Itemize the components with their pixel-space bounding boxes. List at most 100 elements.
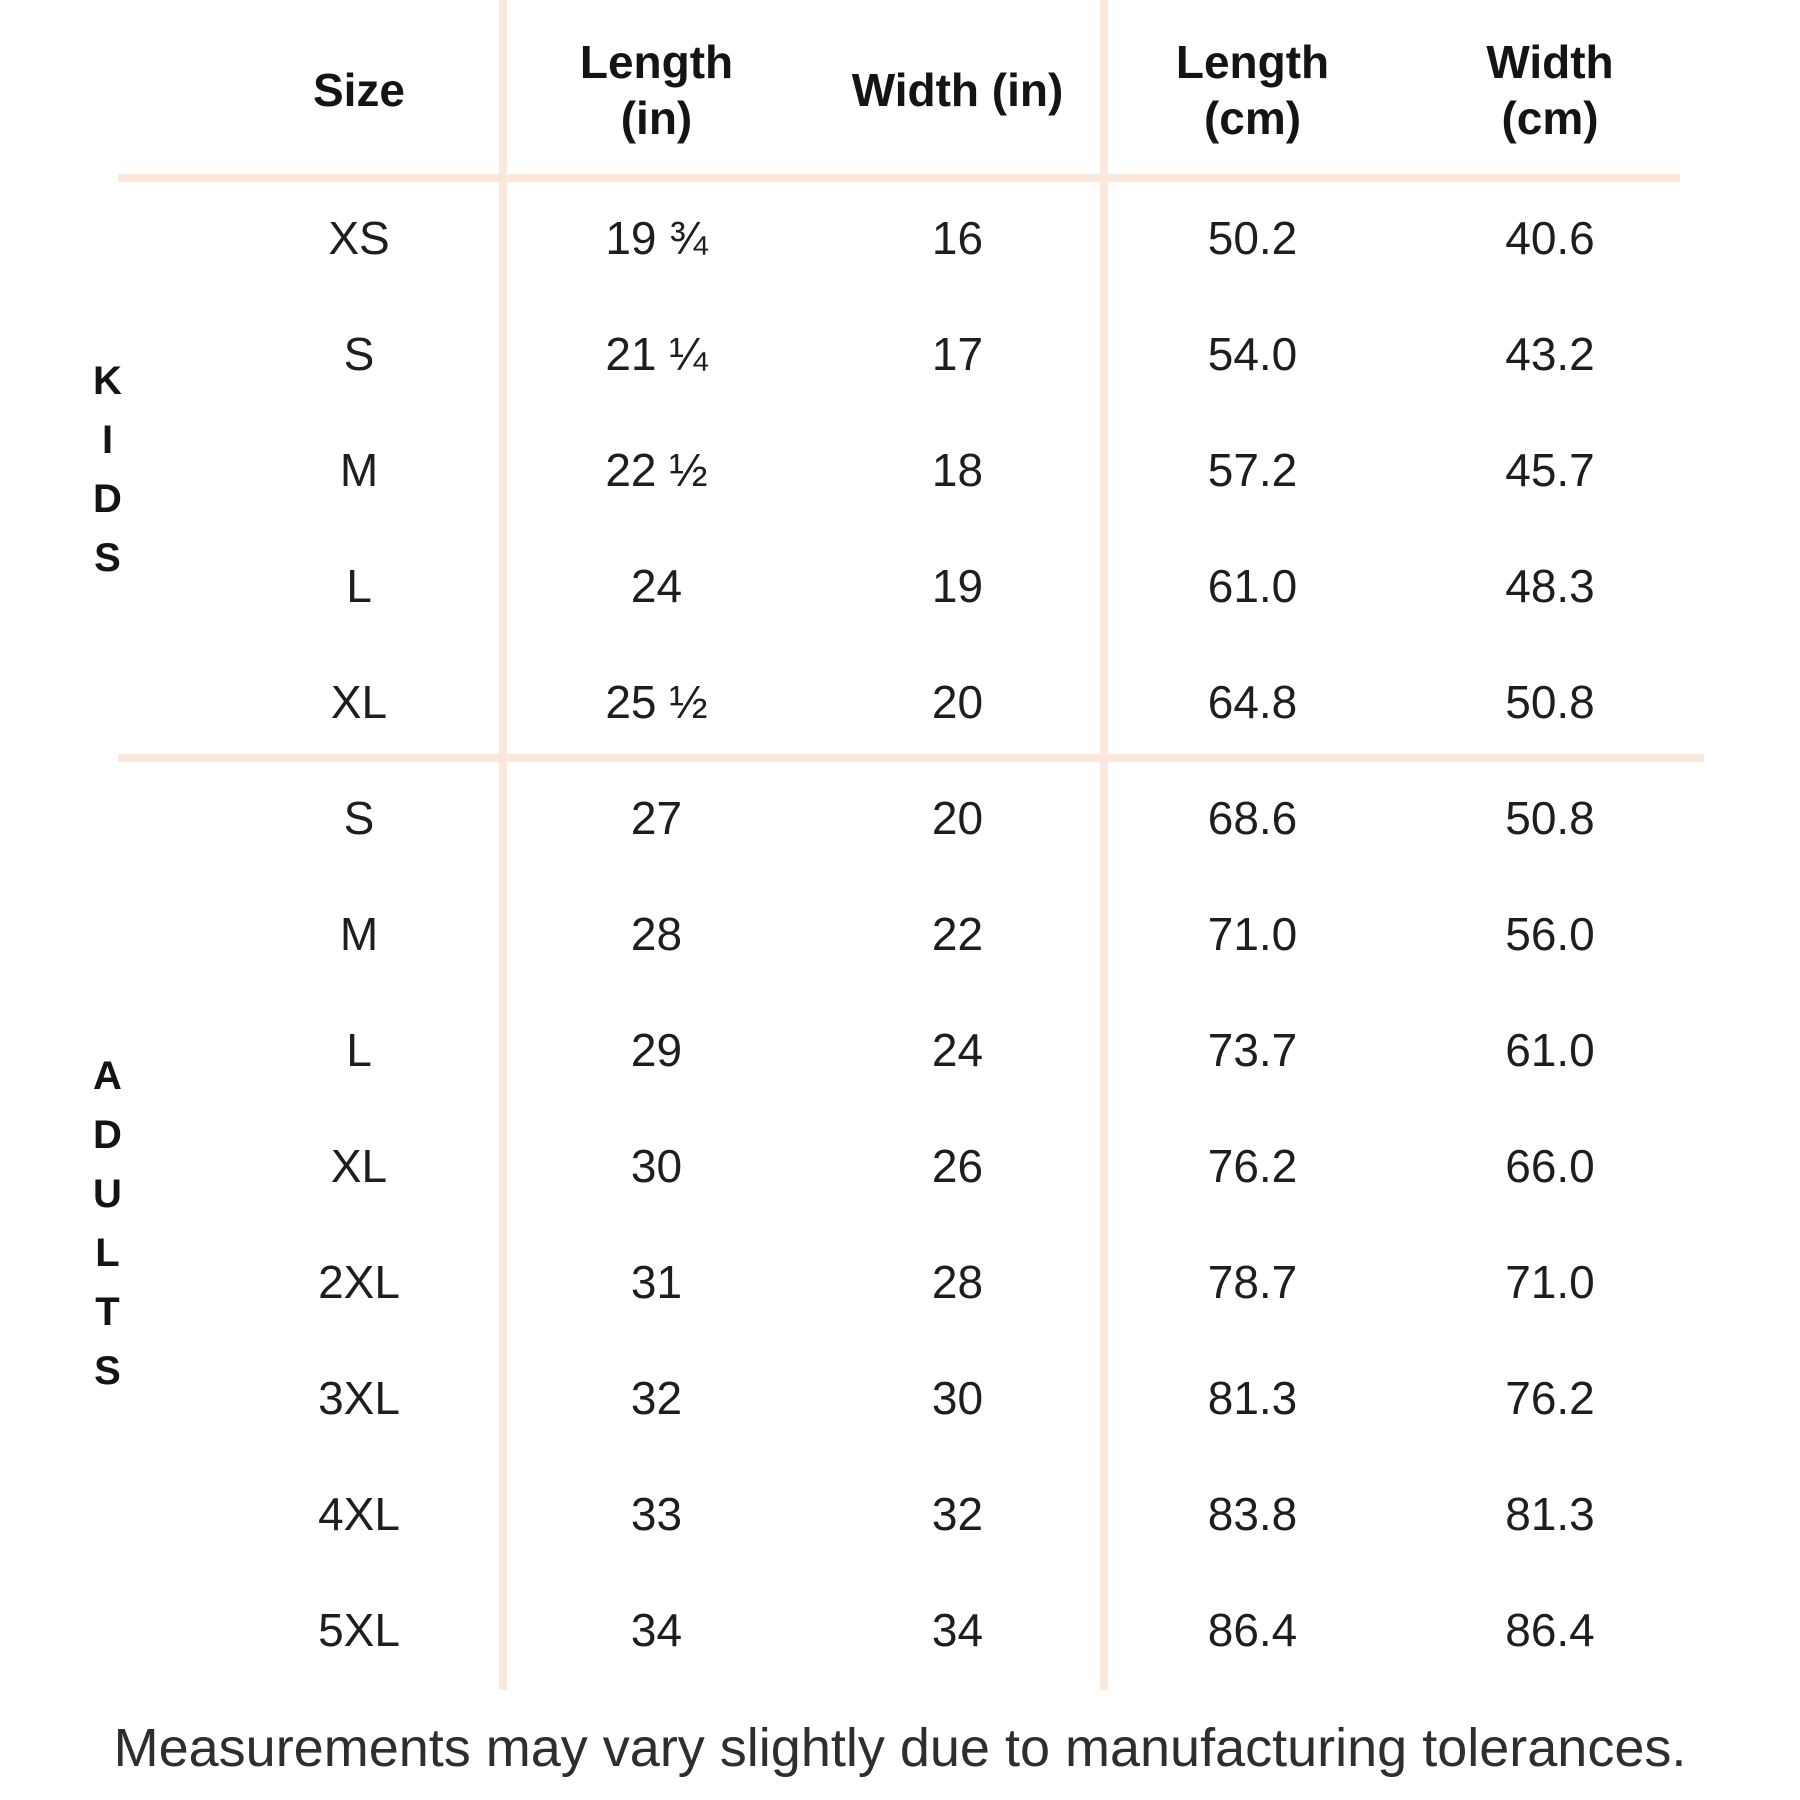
cell-length-cm: 64.8 (1207, 676, 1298, 728)
table-row: 2XL 31 28 78.7 71.0 (215, 1224, 1700, 1340)
cell-width-cm: 66.0 (1505, 1140, 1595, 1192)
group-label-letter: D (93, 1113, 122, 1157)
table-header-row: Size Length (in) Width (in) Length (cm) … (215, 0, 1700, 180)
cell-length-in: 22 ½ (605, 444, 708, 496)
cell-size: L (346, 560, 372, 612)
cell-length-cm: 76.2 (1207, 1140, 1298, 1192)
cell-length-cm: 54.0 (1207, 328, 1298, 380)
header-line: (cm) (1501, 92, 1599, 144)
header-divider-line (118, 174, 1680, 182)
cell-length-cm: 78.7 (1207, 1256, 1298, 1308)
cell-size: S (343, 328, 375, 380)
table-row: L 29 24 73.7 61.0 (215, 992, 1700, 1108)
column-header-length-cm: Length (cm) (1105, 0, 1400, 180)
cell-length-cm: 83.8 (1207, 1488, 1298, 1540)
cell-width-in: 19 (931, 560, 984, 612)
group-label-letter: K (93, 359, 122, 403)
cell-width-cm: 86.4 (1505, 1604, 1595, 1656)
header-line: Length (1175, 36, 1330, 88)
cell-length-cm: 57.2 (1207, 444, 1298, 496)
cell-length-cm: 81.3 (1207, 1372, 1298, 1424)
cell-size: 5XL (318, 1604, 400, 1656)
cell-length-cm: 71.0 (1207, 908, 1298, 960)
cell-length-in: 32 (630, 1372, 683, 1424)
cell-size: L (346, 1024, 372, 1076)
table-row: 5XL 34 34 86.4 86.4 (215, 1572, 1700, 1688)
cell-length-in: 28 (630, 908, 683, 960)
table-row: XL 30 26 76.2 66.0 (215, 1108, 1700, 1224)
cell-width-in: 20 (931, 792, 984, 844)
table-row: 4XL 33 32 83.8 81.3 (215, 1456, 1700, 1572)
table-row: XS 19 ¾ 16 50.2 40.6 (215, 180, 1700, 296)
cell-size: S (343, 792, 375, 844)
cell-width-in: 22 (931, 908, 984, 960)
cell-size: 4XL (318, 1488, 400, 1540)
column-header-width-cm: Width (cm) (1400, 0, 1700, 180)
group-label-letter: D (93, 477, 122, 521)
cell-width-cm: 45.7 (1505, 444, 1595, 496)
cell-width-in: 28 (931, 1256, 984, 1308)
cell-width-in: 30 (931, 1372, 984, 1424)
header-line: (cm) (1203, 92, 1302, 144)
group-label-letter: I (101, 418, 114, 462)
cell-length-in: 34 (630, 1604, 683, 1656)
cell-length-in: 29 (630, 1024, 683, 1076)
table-row: L 24 19 61.0 48.3 (215, 528, 1700, 644)
cell-length-in: 33 (630, 1488, 683, 1540)
cell-size: 3XL (318, 1372, 400, 1424)
cell-size: 2XL (318, 1256, 400, 1308)
cell-width-cm: 61.0 (1505, 1024, 1595, 1076)
column-divider-line-2 (1100, 0, 1108, 1690)
cell-width-in: 34 (931, 1604, 984, 1656)
column-divider-line-1 (499, 0, 507, 1690)
header-line: Width (in) (851, 64, 1064, 116)
header-line: Size (312, 64, 406, 116)
header-line: Length (579, 36, 734, 88)
table-row: XL 25 ½ 20 64.8 50.8 (215, 644, 1700, 760)
cell-length-cm: 50.2 (1207, 212, 1298, 264)
cell-length-in: 25 ½ (605, 676, 708, 728)
table-row: S 27 20 68.6 50.8 (215, 760, 1700, 876)
group-label-letter: A (93, 1054, 122, 1098)
group-label-letter: S (94, 536, 121, 580)
cell-length-cm: 73.7 (1207, 1024, 1298, 1076)
cell-length-in: 21 ¼ (605, 328, 708, 380)
header-line: Width (1486, 36, 1614, 88)
cell-width-in: 18 (931, 444, 984, 496)
group-label-letter: U (93, 1172, 122, 1216)
cell-width-in: 26 (931, 1140, 984, 1192)
cell-length-in: 31 (630, 1256, 683, 1308)
cell-size: XS (328, 212, 390, 264)
cell-width-in: 16 (931, 212, 984, 264)
cell-size: XL (330, 1140, 388, 1192)
header-line: (in) (620, 92, 693, 144)
cell-length-cm: 61.0 (1207, 560, 1298, 612)
cell-size: XL (330, 676, 388, 728)
cell-width-cm: 50.8 (1505, 792, 1595, 844)
cell-width-in: 32 (931, 1488, 984, 1540)
cell-width-cm: 43.2 (1505, 328, 1595, 380)
kids-section-rows: XS 19 ¾ 16 50.2 40.6 S 21 ¼ 17 54.0 43.2… (215, 180, 1700, 760)
cell-width-cm: 76.2 (1505, 1372, 1595, 1424)
cell-length-in: 19 ¾ (605, 212, 708, 264)
group-label-kids: K I D S (0, 180, 215, 760)
cell-width-cm: 81.3 (1505, 1488, 1595, 1540)
cell-width-in: 20 (931, 676, 984, 728)
cell-length-cm: 86.4 (1207, 1604, 1298, 1656)
group-label-letter: L (95, 1231, 120, 1275)
section-divider-line (118, 754, 1704, 762)
cell-width-in: 17 (931, 328, 984, 380)
column-header-size: Size (215, 0, 503, 180)
group-label-adults: A D U L T S (0, 760, 215, 1688)
group-label-letter: T (95, 1290, 120, 1334)
cell-width-cm: 50.8 (1505, 676, 1595, 728)
table-row: S 21 ¼ 17 54.0 43.2 (215, 296, 1700, 412)
cell-length-in: 24 (630, 560, 683, 612)
cell-width-cm: 48.3 (1505, 560, 1595, 612)
cell-width-cm: 40.6 (1505, 212, 1595, 264)
column-header-length-in: Length (in) (503, 0, 810, 180)
footer-note: Measurements may vary slightly due to ma… (113, 1717, 1687, 1778)
column-header-width-in: Width (in) (810, 0, 1105, 180)
cell-width-cm: 56.0 (1505, 908, 1595, 960)
